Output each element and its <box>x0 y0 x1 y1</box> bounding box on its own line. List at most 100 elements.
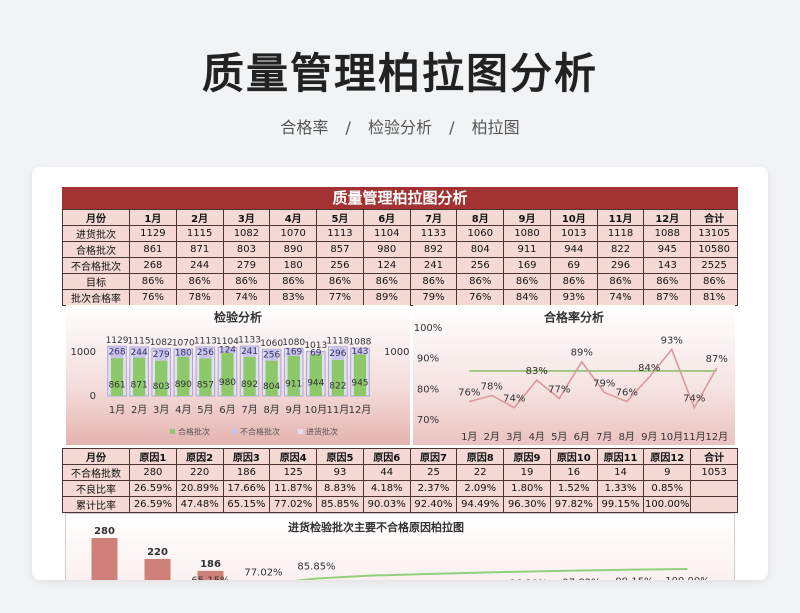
cell: 1129 <box>129 225 177 242</box>
x-tick-label: 5月 <box>197 404 213 416</box>
qualified-bar <box>132 357 146 396</box>
header-cell: 9月 <box>503 209 551 226</box>
crumb[interactable]: 合格率 <box>280 118 329 137</box>
data-label: 84% <box>638 363 660 374</box>
cell: 65.15% <box>222 496 271 513</box>
cell: 169 <box>503 257 551 274</box>
header-cell: 5月 <box>316 209 364 226</box>
cell: 822 <box>596 241 645 258</box>
header-cell: 合计 <box>690 448 738 465</box>
cell: 892 <box>409 241 458 258</box>
x-tick-label: 7月 <box>241 404 257 416</box>
cell: 87% <box>643 289 692 306</box>
rate-line <box>469 347 718 410</box>
unqualified-bar <box>309 351 322 355</box>
unqualified-bar <box>110 346 124 359</box>
qualified-bar <box>309 354 322 396</box>
table-row: 不合格批数 280 220 186 125 93 44 25 22 19 16 14 9 1053 <box>62 464 738 481</box>
header-row: 月份 1月 2月 3月 4月 5月 6月 7月 8月 9月 10月 11月 12月 合计 <box>62 209 738 226</box>
header-cell: 12月 <box>643 209 692 226</box>
bar-label: 945 <box>351 379 368 389</box>
qualified-bar <box>243 356 256 396</box>
cell: 256 <box>456 257 505 274</box>
cell: 1113 <box>316 225 364 242</box>
cell: 8.83% <box>316 480 364 497</box>
header-cell: 原因10 <box>549 448 598 465</box>
cell: 1104 <box>362 225 411 242</box>
cell: 25 <box>409 464 458 481</box>
header-cell: 原因3 <box>222 448 271 465</box>
cell: 96.30% <box>503 496 551 513</box>
legend-label: 不合格批次 <box>240 427 280 437</box>
header-cell: 原因8 <box>456 448 505 465</box>
bar-label: 180 <box>175 348 192 358</box>
legend-marker <box>232 429 237 434</box>
x-tick-label: 8月 <box>619 431 635 443</box>
reason-bar <box>197 570 224 580</box>
bar-label: 256 <box>263 350 280 360</box>
cell: 1053 <box>690 464 738 481</box>
x-tick-label: 5月 <box>551 431 567 443</box>
qualified-bar <box>353 354 367 396</box>
crumb-separator: / <box>345 118 351 137</box>
header-cell: 原因2 <box>175 448 224 465</box>
cell: 19 <box>503 464 551 481</box>
crumb[interactable]: 检验分析 <box>367 118 432 137</box>
bar-label: 1070 <box>172 338 195 348</box>
bar-label: 871 <box>131 380 148 390</box>
data-label: 83% <box>526 366 548 377</box>
crumb[interactable]: 柏拉图 <box>471 118 520 137</box>
qualified-bar <box>155 360 168 396</box>
x-tick-label: 9月 <box>286 404 302 416</box>
row-label: 合格批次 <box>62 241 130 258</box>
cell: 945 <box>643 241 692 258</box>
header-cell: 7月 <box>409 209 458 226</box>
cell: 14 <box>596 464 645 481</box>
inspection-chart: 检验分析 0 1000 1000 861 268 1129 1月 871 244 1115 2月 803… <box>66 305 410 445</box>
x-tick-label: 6月 <box>574 431 590 443</box>
data-label: 77% <box>548 385 570 396</box>
cell: 76% <box>129 289 177 306</box>
cell: 256 <box>316 257 364 274</box>
data-label: 96.30% <box>509 578 547 580</box>
table-row: 进货批次 1129 1115 1082 1070 1113 1104 1133 1060 1080… <box>62 225 738 242</box>
data-label: 89% <box>571 348 593 359</box>
y-tick-label: 80% <box>417 384 439 395</box>
y-tick-label: 0 <box>90 391 96 402</box>
cell: 97.82% <box>549 496 598 513</box>
cell: 1.33% <box>596 480 645 497</box>
cell: 17.66% <box>222 480 271 497</box>
cell: 26.59% <box>129 496 177 513</box>
cell: 83% <box>269 289 318 306</box>
cell: 1118 <box>596 225 645 242</box>
cell: 100.00% <box>643 496 692 513</box>
bar-label: 169 <box>285 348 302 358</box>
qualified-bar <box>265 360 278 396</box>
unqualified-bar <box>287 348 300 356</box>
reason-table: 月份 原因1 原因2 原因3 原因4 原因5 原因6 原因7 原因8 原因9 原因10 原因11 原因1… <box>62 448 738 513</box>
cell: 10580 <box>690 241 738 258</box>
bar-label: 124 <box>219 346 236 356</box>
bar-label: 69 <box>310 348 322 358</box>
cell: 47.48% <box>175 496 224 513</box>
cell: 1082 <box>222 225 271 242</box>
cell: 84% <box>503 289 551 306</box>
header-cell: 月份 <box>62 209 130 226</box>
unqualified-bar <box>243 346 256 357</box>
x-tick-label: 2月 <box>484 431 500 443</box>
chart-title: 合格率分析 <box>544 310 604 325</box>
cumulative-line <box>293 568 688 580</box>
row-label: 进货批次 <box>62 225 130 242</box>
y2-tick-label: 1000 <box>384 347 409 358</box>
data-label: 65.15% <box>191 575 229 580</box>
cell: 77.02% <box>269 496 318 513</box>
cell: 1088 <box>643 225 692 242</box>
data-label: 74% <box>683 394 705 405</box>
x-tick-label: 7月 <box>596 431 612 443</box>
header-row: 月份 原因1 原因2 原因3 原因4 原因5 原因6 原因7 原因8 原因9 原因10 原因11 原因1… <box>62 448 738 465</box>
legend-marker <box>298 429 303 434</box>
bar-label: 279 <box>153 350 170 360</box>
cell: 980 <box>362 241 411 258</box>
chart-title: 检验分析 <box>214 310 262 325</box>
unqualified-bar <box>199 347 212 359</box>
